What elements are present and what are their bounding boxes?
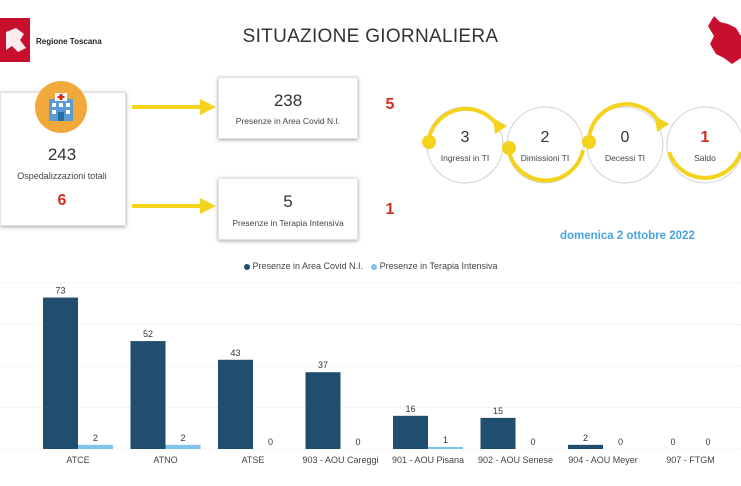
flow-arc-3 — [587, 102, 661, 139]
category-label: 902 - AOU Senese — [478, 455, 553, 465]
bar-area-ni — [130, 341, 166, 449]
bar-ti — [428, 446, 463, 449]
category-label: ATSE — [242, 455, 265, 465]
bar-area-ni — [43, 297, 78, 449]
hospitalizations-label: Ospedalizzazioni totali — [17, 171, 107, 181]
category-label: 907 - FTGM — [666, 455, 715, 465]
flow-label-ingressi: Ingressi in TI — [441, 153, 490, 163]
flow-arrowhead-2 — [655, 116, 669, 132]
hospital-icon — [35, 81, 87, 133]
flow-dot-2 — [502, 141, 516, 155]
flow-circle-saldo — [666, 106, 741, 184]
category-label: 903 - AOU Careggi — [302, 455, 378, 465]
area-covid-ni-card — [218, 77, 358, 139]
area-ni-label: Presenze in Area Covid N.I. — [235, 116, 341, 126]
arrow-to-ti-icon — [132, 198, 216, 214]
bar-area-ni — [305, 372, 341, 449]
data-label: 73 — [55, 286, 65, 296]
region-logo — [0, 18, 30, 62]
data-label: 16 — [405, 404, 415, 414]
flow-label-dimissioni: Dimissioni TI — [521, 153, 570, 163]
flow-label-decessi: Decessi TI — [605, 153, 645, 163]
terapia-intensiva-card — [218, 178, 358, 240]
legend-dot-ti — [370, 263, 377, 270]
data-label: 0 — [355, 437, 360, 447]
flow-value-decessi: 0 — [621, 129, 630, 146]
bar-ti — [165, 444, 201, 449]
bar-area-ni — [218, 359, 253, 449]
data-label: 2 — [583, 433, 588, 443]
bar-ti — [78, 444, 113, 449]
flow-dot-1 — [422, 135, 436, 149]
data-label: 1 — [443, 435, 448, 445]
data-label: 0 — [705, 437, 710, 447]
ti-label: Presenze in Terapia Intensiva — [232, 218, 344, 228]
report-date: domenica 2 ottobre 2022 — [560, 230, 695, 242]
legend-label-ti: Presenze in Terapia Intensiva — [379, 261, 498, 271]
hospitalizations-total: 243 — [47, 145, 77, 164]
category-label: ATCE — [66, 455, 89, 465]
data-label: 43 — [230, 348, 240, 358]
flow-label-saldo: Saldo — [694, 153, 716, 163]
tuscany-map-icon — [706, 14, 741, 66]
area-ni-delta: 5 — [385, 96, 395, 113]
flow-value-ingressi: 3 — [461, 129, 470, 146]
flow-arc-4 — [667, 151, 741, 180]
data-label: 52 — [143, 329, 153, 339]
flow-arrowhead-1 — [493, 118, 507, 134]
data-label: 0 — [618, 437, 623, 447]
area-ni-value: 238 — [273, 91, 303, 110]
legend-label-area-ni: Presenze in Area Covid N.I. — [252, 261, 364, 271]
legend-dot-area-ni — [243, 263, 250, 270]
org-name: Regione Toscana — [36, 37, 102, 46]
flow-dot-3 — [582, 135, 596, 149]
category-label: 901 - AOU Pisana — [392, 455, 464, 465]
flow-value-saldo: 1 — [701, 129, 710, 146]
bar-area-ni — [480, 417, 516, 449]
bar-area-ni — [568, 444, 603, 449]
data-label: 2 — [180, 433, 185, 443]
data-label: 0 — [670, 437, 675, 447]
data-label: 0 — [268, 437, 273, 447]
category-label: ATNO — [153, 455, 177, 465]
data-label: 0 — [530, 437, 535, 447]
flow-arc-1 — [427, 106, 499, 139]
ti-flow-diagram: 3 Ingressi in TI 2 Dimissioni TI 0 Deces… — [422, 102, 741, 184]
chart-legend: Presenze in Area Covid N.I. Presenze in … — [0, 261, 741, 271]
ti-delta: 1 — [385, 201, 395, 218]
data-label: 37 — [318, 360, 328, 370]
data-label: 15 — [493, 406, 503, 416]
hospitalizations-delta: 6 — [57, 192, 67, 209]
arrow-to-area-ni-icon — [132, 99, 216, 115]
bar-area-ni — [393, 415, 428, 449]
ti-value: 5 — [283, 192, 293, 211]
flow-arc-2 — [507, 149, 585, 183]
data-label: 2 — [93, 433, 98, 443]
flow-value-dimissioni: 2 — [541, 129, 550, 146]
page-title: SITUAZIONE GIORNALIERA — [242, 26, 499, 47]
category-label: 904 - AOU Meyer — [568, 455, 638, 465]
